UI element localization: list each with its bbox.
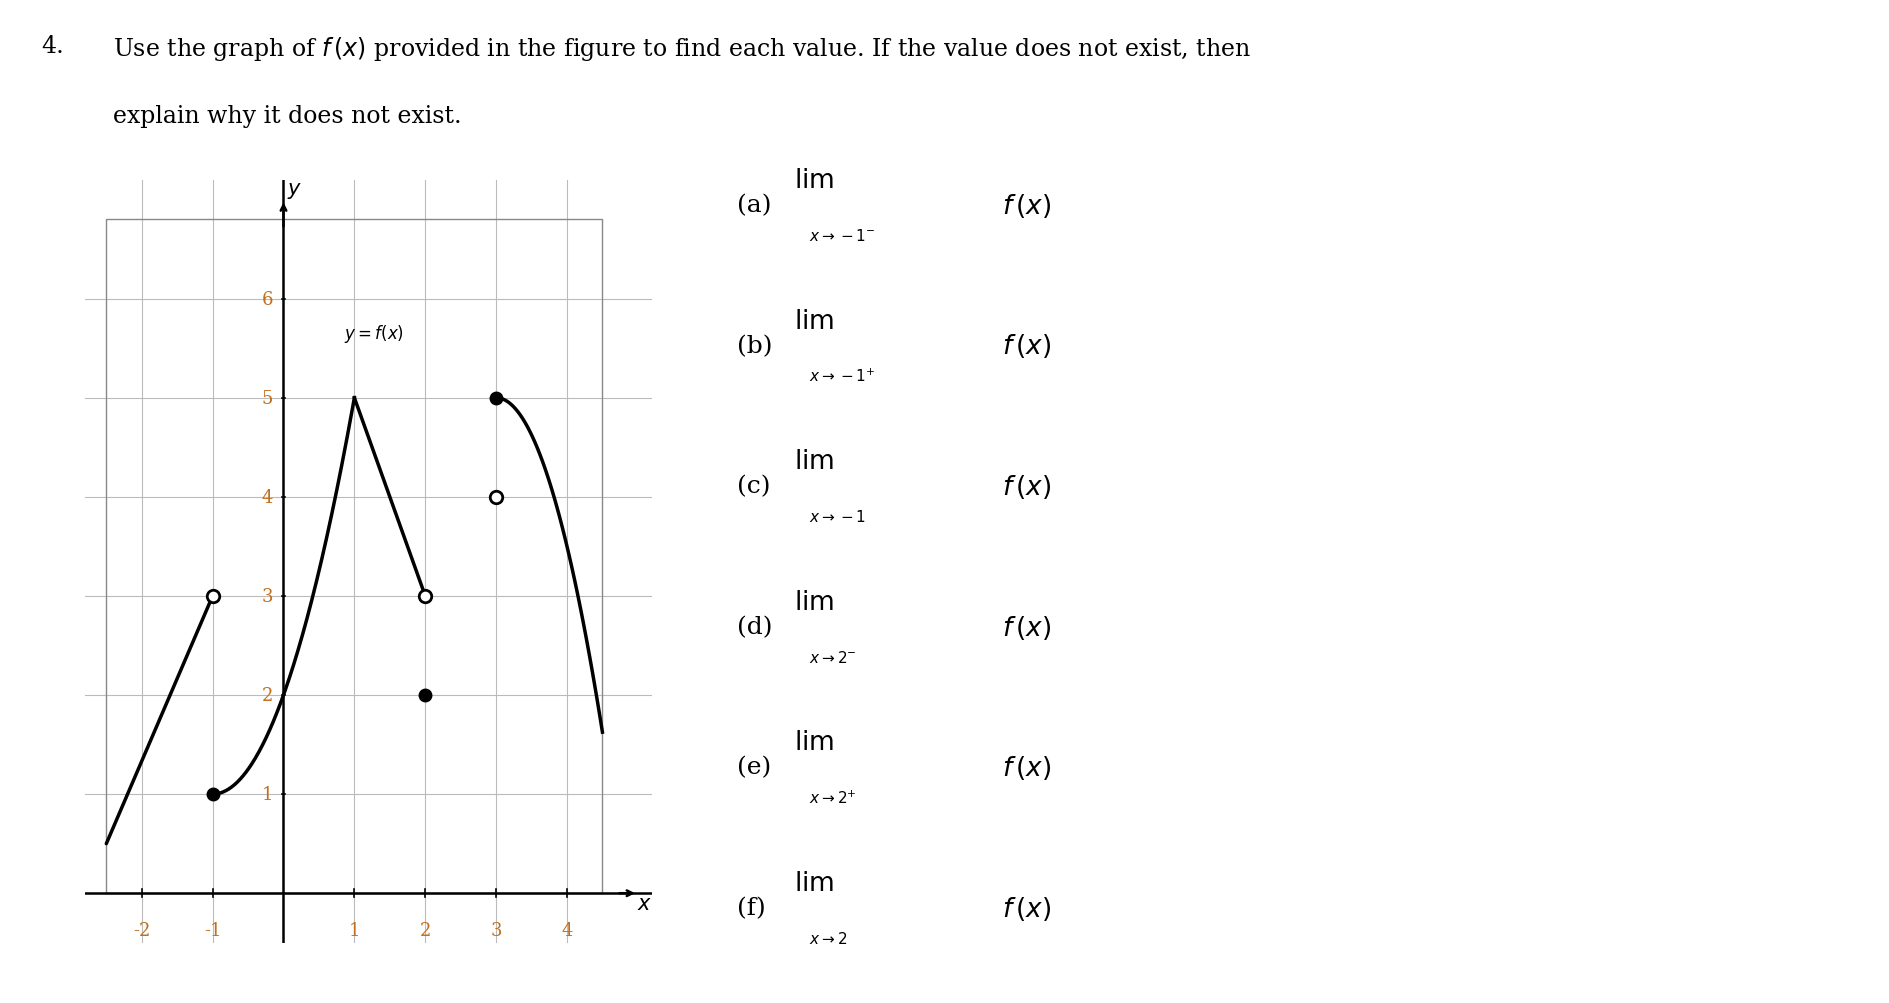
Text: $f\,(x)$: $f\,(x)$ — [1001, 192, 1050, 220]
Text: -1: -1 — [204, 921, 221, 939]
Text: $f\,(x)$: $f\,(x)$ — [1001, 613, 1050, 641]
Text: $f\,(x)$: $f\,(x)$ — [1001, 894, 1050, 922]
Text: $x\to-1$: $x\to-1$ — [808, 509, 865, 525]
Text: $\lim$: $\lim$ — [793, 309, 833, 333]
Text: $f\,(x)$: $f\,(x)$ — [1001, 753, 1050, 781]
Text: $x$: $x$ — [637, 894, 652, 913]
Text: $x\to2^{+}$: $x\to2^{+}$ — [808, 788, 856, 806]
Text: explain why it does not exist.: explain why it does not exist. — [113, 105, 461, 128]
Text: $\lim$: $\lim$ — [793, 169, 833, 193]
Text: (f): (f) — [737, 897, 765, 919]
Text: 3: 3 — [489, 921, 502, 939]
Text: 1: 1 — [348, 921, 361, 939]
Text: 2: 2 — [419, 921, 431, 939]
Text: $\lim$: $\lim$ — [793, 730, 833, 754]
Text: $x\to-1^{+}$: $x\to-1^{+}$ — [808, 367, 875, 385]
Text: $x\to-1^{-}$: $x\to-1^{-}$ — [808, 228, 875, 244]
Text: $f\,(x)$: $f\,(x)$ — [1001, 472, 1050, 500]
Text: 4: 4 — [261, 488, 272, 507]
Text: $x\to2$: $x\to2$ — [808, 930, 846, 946]
Bar — [106, 220, 603, 894]
Text: (d): (d) — [737, 616, 773, 638]
Text: 2: 2 — [261, 686, 272, 704]
Text: (e): (e) — [737, 756, 771, 778]
Text: $y = f(x)$: $y = f(x)$ — [344, 323, 404, 345]
Text: (a): (a) — [737, 195, 771, 217]
Text: $x\to2^{-}$: $x\to2^{-}$ — [808, 649, 856, 665]
Text: 4.: 4. — [42, 35, 64, 58]
Text: (c): (c) — [737, 475, 771, 497]
Text: 1: 1 — [261, 785, 272, 803]
Text: -2: -2 — [132, 921, 151, 939]
Text: Use the graph of $f\,(x)$ provided in the figure to find each value. If the valu: Use the graph of $f\,(x)$ provided in th… — [113, 35, 1251, 63]
Text: (b): (b) — [737, 335, 773, 357]
Text: $\lim$: $\lim$ — [793, 449, 833, 473]
Text: 5: 5 — [261, 389, 272, 407]
Text: $f\,(x)$: $f\,(x)$ — [1001, 332, 1050, 360]
Text: 6: 6 — [261, 290, 272, 308]
Text: $\lim$: $\lim$ — [793, 590, 833, 614]
Text: $\lim$: $\lim$ — [793, 871, 833, 895]
Text: $y$: $y$ — [287, 181, 302, 201]
Text: 4: 4 — [561, 921, 572, 939]
Text: 3: 3 — [261, 588, 272, 606]
